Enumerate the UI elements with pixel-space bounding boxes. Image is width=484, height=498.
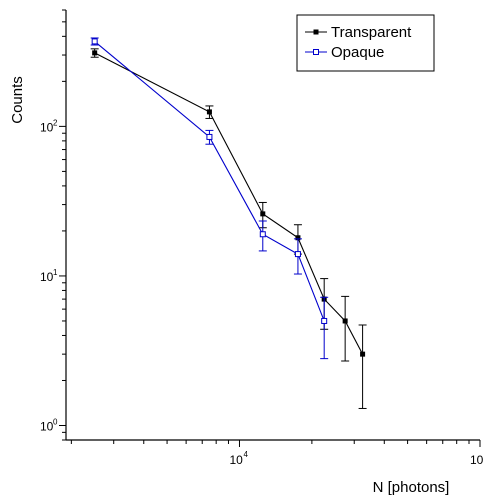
legend-label: Opaque (331, 44, 384, 61)
legend-marker (313, 29, 319, 35)
data-point (259, 231, 266, 238)
data-point (91, 38, 98, 45)
axis-ticks: 104105100101102 (40, 9, 484, 467)
y-tick-label: 10 (40, 270, 54, 284)
series-line-opaque (94, 40, 325, 322)
data-point (92, 50, 98, 56)
y-tick-label: 10 (40, 420, 54, 434)
x-axis-title: N [photons] (373, 479, 450, 496)
y-tick-exponent: 1 (53, 268, 58, 277)
legend-item-transparent: Transparent (305, 24, 412, 41)
legend-item-opaque: Opaque (305, 44, 384, 61)
legend-box (296, 14, 435, 72)
x-tick-label: 10 (470, 453, 484, 467)
legend-marker (313, 49, 319, 55)
plot-area (90, 37, 367, 409)
y-tick-exponent: 0 (53, 418, 58, 427)
error-bar (358, 324, 367, 409)
data-point (206, 109, 212, 115)
y-tick-label: 10 (40, 120, 54, 134)
error-bar (320, 296, 329, 360)
data-point (321, 317, 328, 324)
x-tick-label: 10 (229, 453, 243, 467)
data-point (360, 351, 366, 357)
legend-label: Transparent (331, 24, 412, 41)
legend: Transparent Opaque (296, 14, 435, 72)
data-point (342, 318, 348, 324)
series-line-transparent (94, 52, 364, 355)
x-tick-exponent: 4 (243, 450, 248, 459)
series-transparent (90, 48, 367, 409)
y-axis-title: Counts (9, 76, 26, 124)
y-tick-exponent: 2 (53, 118, 58, 127)
series-opaque (90, 37, 329, 360)
error-bar (341, 295, 350, 362)
data-point (260, 211, 266, 217)
data-point (294, 251, 301, 258)
data-point (206, 133, 213, 140)
